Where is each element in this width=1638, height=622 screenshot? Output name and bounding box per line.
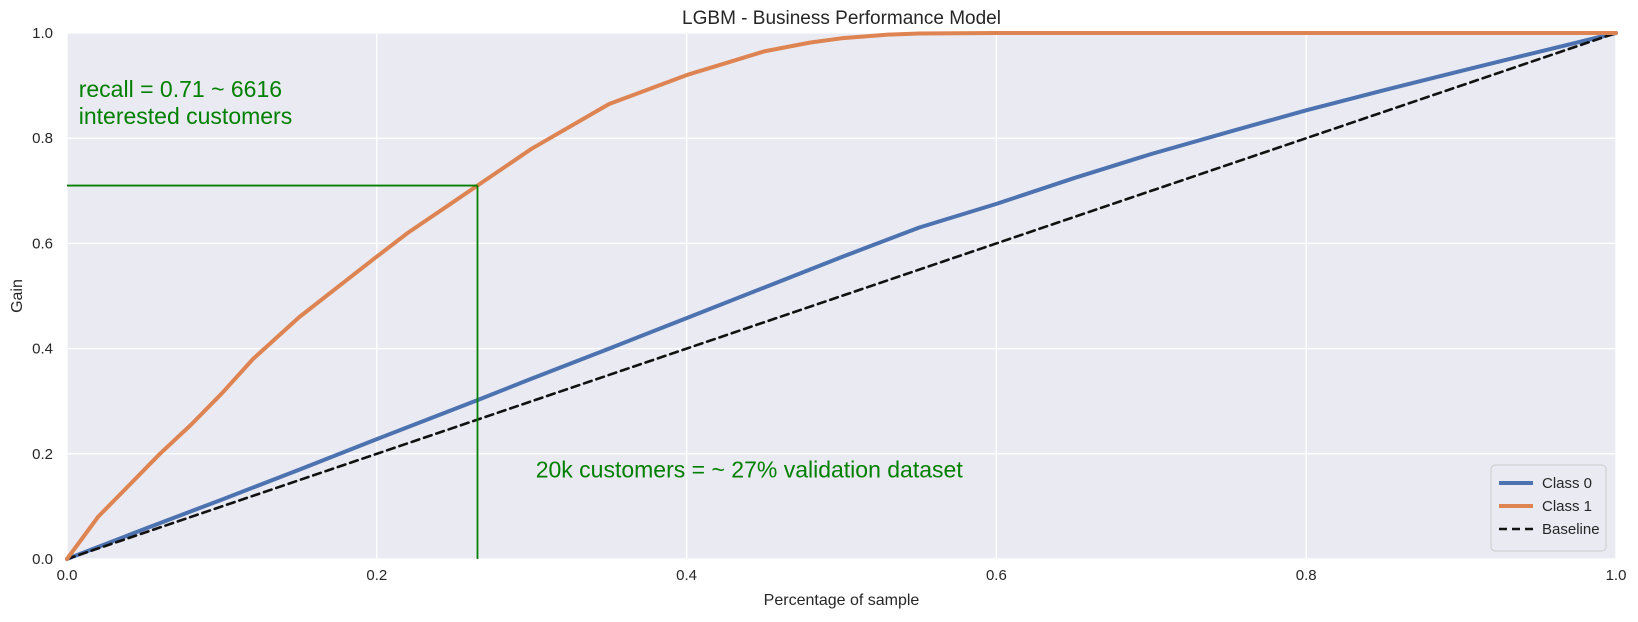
y-tick-label: 1.0 <box>32 25 53 42</box>
x-tick-label: 0.0 <box>57 567 78 584</box>
y-tick-label: 0.4 <box>32 341 53 358</box>
annotation-line: interested customers <box>79 103 292 129</box>
series-line-class-1 <box>65 31 1618 561</box>
reference-lines <box>67 184 479 559</box>
series-line-baseline <box>65 31 1618 561</box>
annotation-line: recall = 0.71 ~ 6616 <box>79 76 282 102</box>
legend: Class 0 Class 1 Baseline <box>1490 464 1607 552</box>
x-tick-label: 1.0 <box>1606 567 1627 584</box>
annotation-text: recall = 0.71 ~ 6616 interested customers <box>79 76 292 129</box>
legend-label: Baseline <box>1542 521 1600 538</box>
annotations: recall = 0.71 ~ 6616 interested customers… <box>79 76 964 482</box>
annotation-text: 20k customers = ~ 27% validation dataset <box>536 456 964 482</box>
x-tick-label: 0.2 <box>366 567 387 584</box>
grid <box>66 32 1617 560</box>
x-axis-label: Percentage of sample <box>764 592 920 609</box>
x-tick-label: 0.4 <box>676 567 697 584</box>
y-axis-label: Gain <box>9 279 26 313</box>
x-tick-label: 0.6 <box>986 567 1007 584</box>
y-tick-label: 0.6 <box>32 235 53 252</box>
x-tick-label: 0.8 <box>1296 567 1317 584</box>
y-tick-label: 0.0 <box>32 551 53 568</box>
y-tick-label: 0.8 <box>32 130 53 147</box>
series-line-class-0 <box>65 31 1618 561</box>
annotation-line: 20k customers = ~ 27% validation dataset <box>536 456 964 482</box>
series-layer <box>65 31 1618 561</box>
y-tick-label: 0.2 <box>32 446 53 463</box>
chart-title: LGBM - Business Performance Model <box>682 8 1001 29</box>
legend-label: Class 1 <box>1542 498 1592 515</box>
tick-labels: 0.0 0.2 0.4 0.6 0.8 1.0 0.0 0.2 0.4 0.6 0.8 1.0 <box>32 25 1626 584</box>
legend-label: Class 0 <box>1542 475 1592 492</box>
